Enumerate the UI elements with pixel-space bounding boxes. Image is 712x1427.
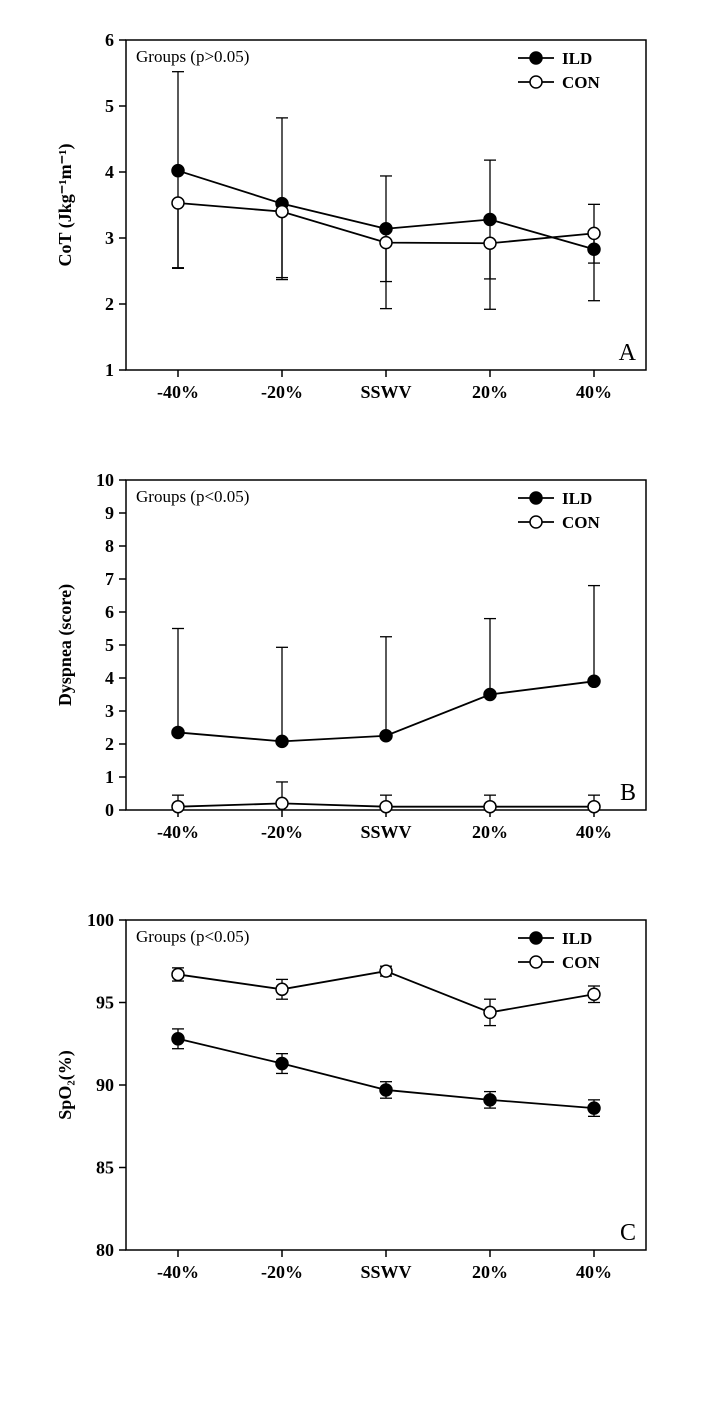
svg-text:SSWV: SSWV <box>360 1262 411 1282</box>
svg-text:ILD: ILD <box>562 489 592 508</box>
svg-text:-20%: -20% <box>261 382 303 402</box>
svg-text:Dyspnea (score): Dyspnea (score) <box>55 584 76 706</box>
svg-text:Groups (p>0.05): Groups (p>0.05) <box>136 47 249 66</box>
svg-text:CON: CON <box>562 73 601 92</box>
svg-text:SSWV: SSWV <box>360 382 411 402</box>
svg-text:10: 10 <box>96 470 114 490</box>
svg-text:Groups (p<0.05): Groups (p<0.05) <box>136 487 249 506</box>
svg-text:-40%: -40% <box>157 382 199 402</box>
svg-text:CoT (Jkg⁻¹m⁻¹): CoT (Jkg⁻¹m⁻¹) <box>55 144 76 267</box>
svg-text:0: 0 <box>105 800 114 820</box>
svg-text:7: 7 <box>105 569 114 589</box>
svg-text:-40%: -40% <box>157 1262 199 1282</box>
svg-text:1: 1 <box>105 360 114 380</box>
svg-text:4: 4 <box>105 162 114 182</box>
svg-text:20%: 20% <box>472 1262 508 1282</box>
svg-text:85: 85 <box>96 1158 114 1178</box>
svg-text:C: C <box>620 1220 636 1246</box>
svg-text:1: 1 <box>105 767 114 787</box>
svg-text:20%: 20% <box>472 382 508 402</box>
svg-text:6: 6 <box>105 30 114 50</box>
svg-text:40%: 40% <box>576 822 612 842</box>
svg-text:-40%: -40% <box>157 822 199 842</box>
svg-text:2: 2 <box>105 734 114 754</box>
svg-text:CON: CON <box>562 953 601 972</box>
svg-text:SSWV: SSWV <box>360 822 411 842</box>
svg-text:-20%: -20% <box>261 1262 303 1282</box>
svg-text:-20%: -20% <box>261 822 303 842</box>
svg-text:ILD: ILD <box>562 929 592 948</box>
svg-text:A: A <box>619 340 637 366</box>
svg-text:8: 8 <box>105 536 114 556</box>
svg-text:80: 80 <box>96 1240 114 1260</box>
svg-text:SpO₂(%): SpO₂(%) <box>55 1050 76 1119</box>
svg-text:3: 3 <box>105 701 114 721</box>
svg-text:40%: 40% <box>576 382 612 402</box>
svg-text:3: 3 <box>105 228 114 248</box>
svg-text:CON: CON <box>562 513 601 532</box>
svg-text:Groups (p<0.05): Groups (p<0.05) <box>136 927 249 946</box>
chart-B: 0 1 2 3 4 5 6 7 8 9 10 -40% -20% SSWV 20% 40% Dyspnea (s… <box>36 450 676 870</box>
svg-text:90: 90 <box>96 1075 114 1095</box>
svg-text:9: 9 <box>105 503 114 523</box>
svg-text:ILD: ILD <box>562 49 592 68</box>
svg-text:20%: 20% <box>472 822 508 842</box>
svg-text:B: B <box>620 780 636 806</box>
figure-panels: 1 2 3 4 5 6 -40% -20% SSWV 20% 40% CoT (Jkg⁻¹m⁻¹) Gr… <box>10 10 702 1310</box>
svg-text:5: 5 <box>105 96 114 116</box>
svg-text:40%: 40% <box>576 1262 612 1282</box>
svg-text:4: 4 <box>105 668 114 688</box>
chart-A: 1 2 3 4 5 6 -40% -20% SSWV 20% 40% CoT (Jkg⁻¹m⁻¹) Gr… <box>36 10 676 430</box>
svg-text:100: 100 <box>87 910 114 930</box>
svg-text:2: 2 <box>105 294 114 314</box>
chart-C: 80 85 90 95 100 -40% -20% SSWV 20% 40% SpO₂(%) Grou… <box>36 890 676 1310</box>
svg-text:6: 6 <box>105 602 114 622</box>
svg-text:5: 5 <box>105 635 114 655</box>
svg-text:95: 95 <box>96 993 114 1013</box>
